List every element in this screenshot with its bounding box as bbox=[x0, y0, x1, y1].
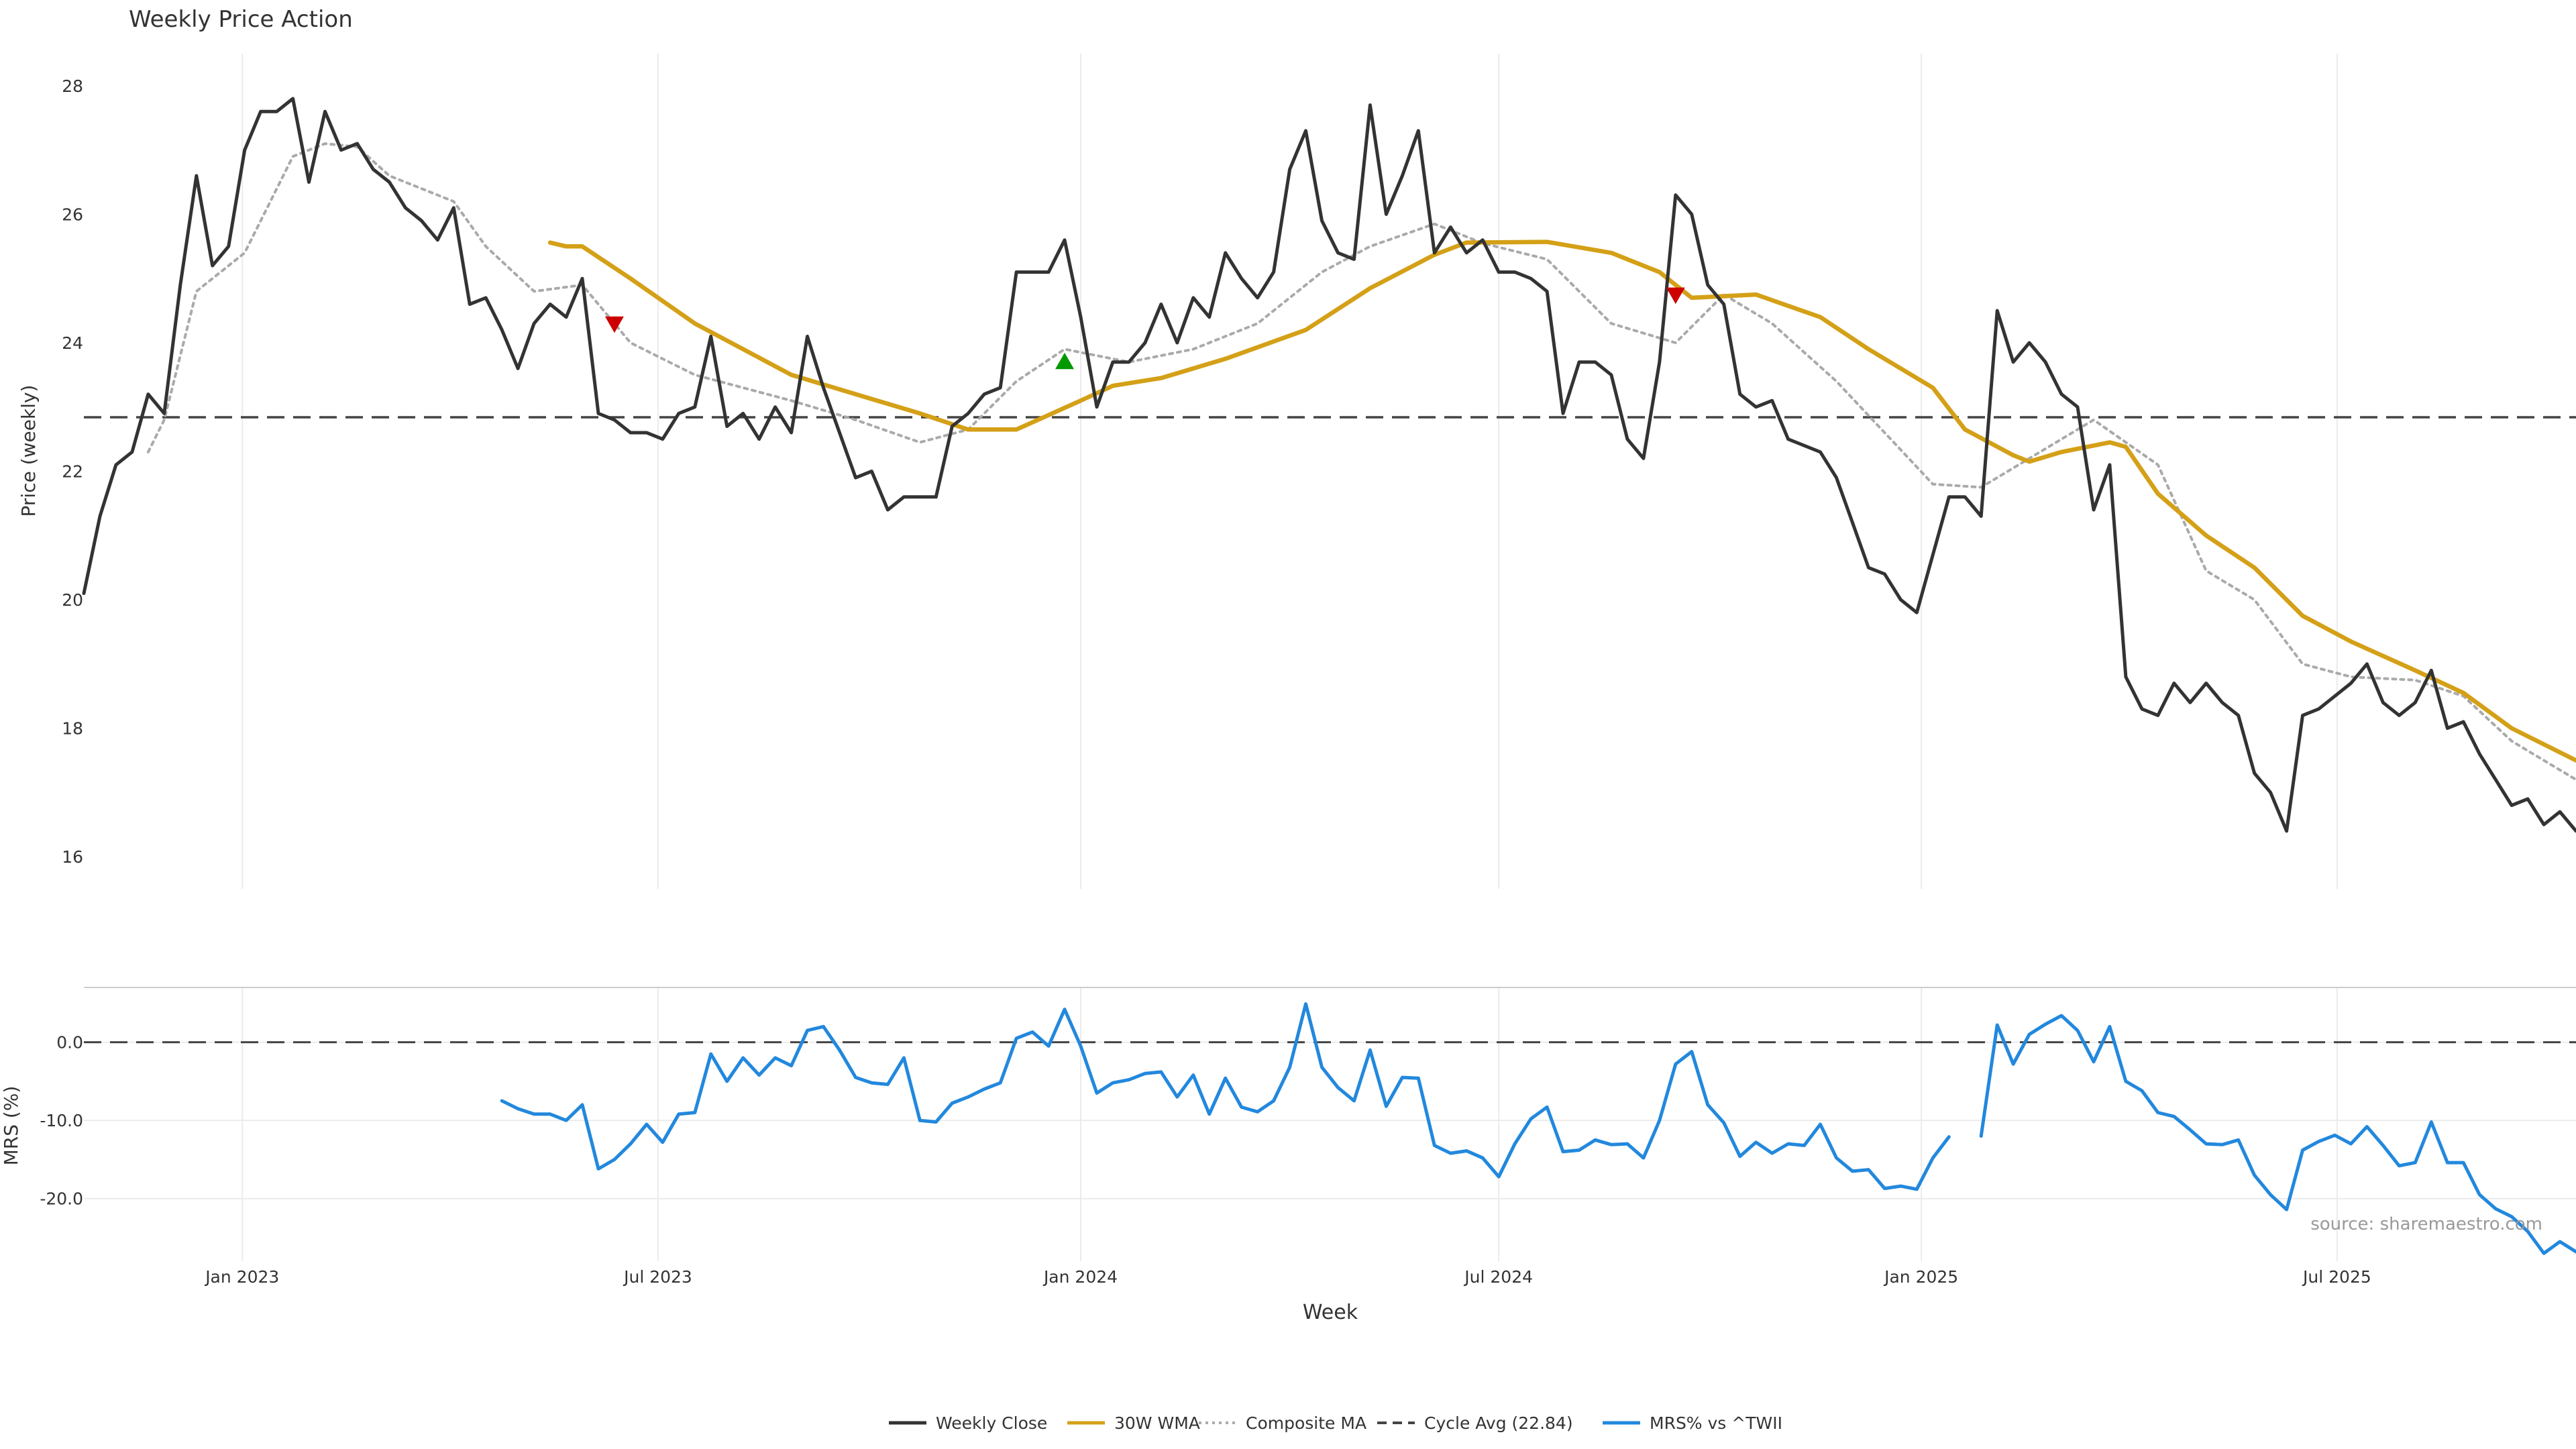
x-axis-label: Week bbox=[1303, 1301, 1358, 1324]
buy-signal-marker bbox=[1055, 352, 1075, 370]
x-tick-label: Jan 2025 bbox=[1883, 1267, 1958, 1287]
legend-item: 30W WMA bbox=[1067, 1413, 1200, 1433]
chart-title: Weekly Price Action bbox=[129, 6, 353, 33]
series-mrs-line bbox=[500, 1002, 1951, 1191]
series-mrs-line bbox=[1979, 1014, 2576, 1255]
legend-item: MRS% vs ^TWII bbox=[1603, 1413, 1782, 1433]
mrs-y-tick-label: -20.0 bbox=[40, 1189, 83, 1209]
legend-label: 30W WMA bbox=[1114, 1413, 1200, 1433]
price-y-tick-label: 16 bbox=[62, 847, 83, 867]
legend-item: Cycle Avg (22.84) bbox=[1377, 1413, 1573, 1433]
series-30w-wma-line bbox=[547, 239, 2576, 763]
price-y-tick-label: 22 bbox=[62, 462, 83, 482]
mrs-y-tick-label: -10.0 bbox=[40, 1111, 83, 1130]
series-composite-ma-line bbox=[146, 142, 2576, 782]
x-tick-label: Jan 2024 bbox=[1042, 1267, 1118, 1287]
mrs-panel-grid bbox=[84, 987, 2576, 1261]
x-tick-label: Jan 2023 bbox=[204, 1267, 279, 1287]
chart-legend: Weekly Close 30W WMA Composite MA Cycle Avg… bbox=[889, 1413, 1782, 1433]
legend-label: Composite MA bbox=[1246, 1413, 1366, 1433]
legend-item: Composite MA bbox=[1199, 1413, 1366, 1433]
x-tick-label: Jul 2024 bbox=[1463, 1267, 1533, 1287]
series-weekly-close-line bbox=[82, 97, 2576, 833]
mrs-y-tick-label: 0.0 bbox=[56, 1033, 83, 1053]
legend-label: Cycle Avg (22.84) bbox=[1424, 1413, 1573, 1433]
x-tick-label: Jul 2025 bbox=[2302, 1267, 2371, 1287]
sell-signal-marker bbox=[604, 316, 624, 333]
price-y-tick-label: 28 bbox=[62, 76, 83, 96]
legend-label: Weekly Close bbox=[936, 1413, 1047, 1433]
mrs-y-axis-label: MRS (%) bbox=[0, 1086, 22, 1166]
legend-item: Weekly Close bbox=[889, 1413, 1047, 1433]
source-note: source: sharemaestro.com bbox=[2310, 1214, 2542, 1234]
price-y-tick-label: 26 bbox=[62, 205, 83, 224]
price-y-tick-label: 18 bbox=[62, 719, 83, 739]
axes: Jan 2023 Jul 2023 Jan 2024 Jul 2024 Jan 2025… bbox=[40, 76, 2371, 1287]
mrs-panel bbox=[84, 1002, 2576, 1255]
price-y-tick-label: 24 bbox=[62, 333, 83, 353]
x-tick-label: Jul 2023 bbox=[623, 1267, 692, 1287]
price-y-tick-label: 20 bbox=[62, 590, 83, 610]
price-y-axis-label: Price (weekly) bbox=[17, 385, 40, 517]
price-panel bbox=[82, 97, 2576, 833]
legend-label: MRS% vs ^TWII bbox=[1650, 1413, 1782, 1433]
sell-signal-marker bbox=[1666, 287, 1685, 305]
